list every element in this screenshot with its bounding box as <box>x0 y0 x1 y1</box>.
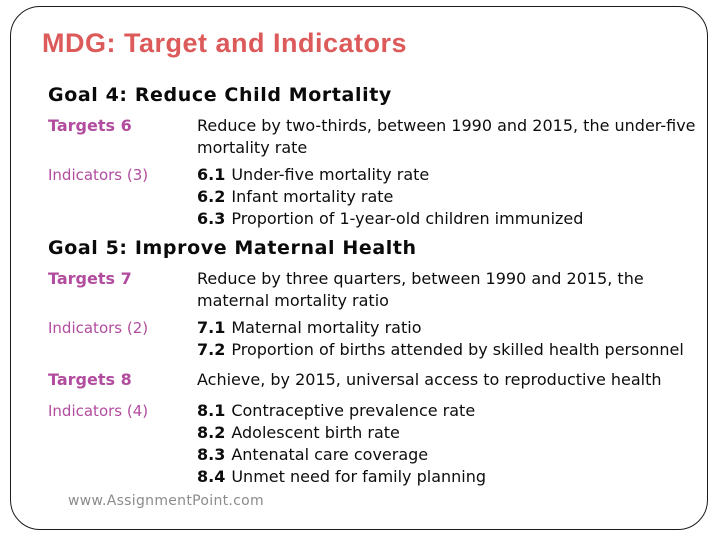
row-indicators-4: Indicators (4) 8.1 Contraceptive prevalen… <box>48 400 706 488</box>
indicator-text: Antenatal care coverage <box>231 445 429 465</box>
indicator-text: Proportion of births attended by skilled… <box>231 340 684 360</box>
row-targets-8: Targets 8 Achieve, by 2015, universal ac… <box>48 369 706 391</box>
targets-7-text: Reduce by three quarters, between 1990 a… <box>197 269 644 311</box>
targets-8-text: Achieve, by 2015, universal access to re… <box>197 370 662 390</box>
watermark: www.AssignmentPoint.com <box>68 493 264 509</box>
goal-4-heading: Goal 4: Reduce Child Mortality <box>48 84 392 107</box>
indicator-text: Maternal mortality ratio <box>231 318 422 338</box>
slide-title: MDG: Target and Indicators <box>42 28 408 58</box>
indicator-item: 6.2 Infant mortality rate <box>197 186 706 208</box>
indicator-item: 6.3 Proportion of 1-year-old children imm… <box>197 208 706 230</box>
indicator-number: 6.2 <box>197 187 226 207</box>
indicator-text: Infant mortality rate <box>231 187 394 207</box>
indicator-text: Under-five mortality rate <box>231 165 430 185</box>
indicator-item: 8.4 Unmet need for family planning <box>197 466 706 488</box>
indicator-item: 7.2 Proportion of births attended by skil… <box>197 339 706 361</box>
indicators-3-list: 6.1 Under-five mortality rate 6.2 Infant m… <box>197 164 706 230</box>
indicator-text: Adolescent birth rate <box>231 423 400 443</box>
indicators-4-list: 8.1 Contraceptive prevalence rate 8.2 Adol… <box>197 400 706 488</box>
goal-5-heading: Goal 5: Improve Maternal Health <box>48 237 417 260</box>
indicator-number: 7.2 <box>197 340 226 360</box>
indicator-number: 8.3 <box>197 445 226 465</box>
row-targets-6: Targets 6 Reduce by two-thirds, between … <box>48 115 706 159</box>
indicator-item: 7.1 Maternal mortality ratio <box>197 317 706 339</box>
row-indicators-2: Indicators (2) 7.1 Maternal mortality rat… <box>48 317 706 361</box>
indicator-number: 6.1 <box>197 165 226 185</box>
indicator-text: Proportion of 1-year-old children immuni… <box>231 209 584 229</box>
indicators-2-label: Indicators (2) <box>48 319 149 338</box>
slide-content: Goal 4: Reduce Child Mortality Targets 6… <box>0 83 720 488</box>
indicators-2-list: 7.1 Maternal mortality ratio 7.2 Proportio… <box>197 317 706 361</box>
targets-6-label: Targets 6 <box>48 116 132 136</box>
targets-6-text: Reduce by two-thirds, between 1990 and 2… <box>197 116 696 158</box>
targets-8-label: Targets 8 <box>48 370 132 390</box>
row-targets-7: Targets 7 Reduce by three quarters, betw… <box>48 268 706 312</box>
indicator-number: 6.3 <box>197 209 226 229</box>
indicator-item: 6.1 Under-five mortality rate <box>197 164 706 186</box>
indicator-number: 8.1 <box>197 401 226 421</box>
indicator-text: Contraceptive prevalence rate <box>231 401 476 421</box>
indicator-text: Unmet need for family planning <box>231 467 487 487</box>
row-indicators-3: Indicators (3) 6.1 Under-five mortality r… <box>48 164 706 230</box>
indicators-3-label: Indicators (3) <box>48 166 149 185</box>
indicators-4-label: Indicators (4) <box>48 402 149 421</box>
targets-7-label: Targets 7 <box>48 269 132 289</box>
indicator-item: 8.3 Antenatal care coverage <box>197 444 706 466</box>
indicator-number: 7.1 <box>197 318 226 338</box>
indicator-number: 8.4 <box>197 467 226 487</box>
indicator-number: 8.2 <box>197 423 226 443</box>
indicator-item: 8.2 Adolescent birth rate <box>197 422 706 444</box>
indicator-item: 8.1 Contraceptive prevalence rate <box>197 400 706 422</box>
